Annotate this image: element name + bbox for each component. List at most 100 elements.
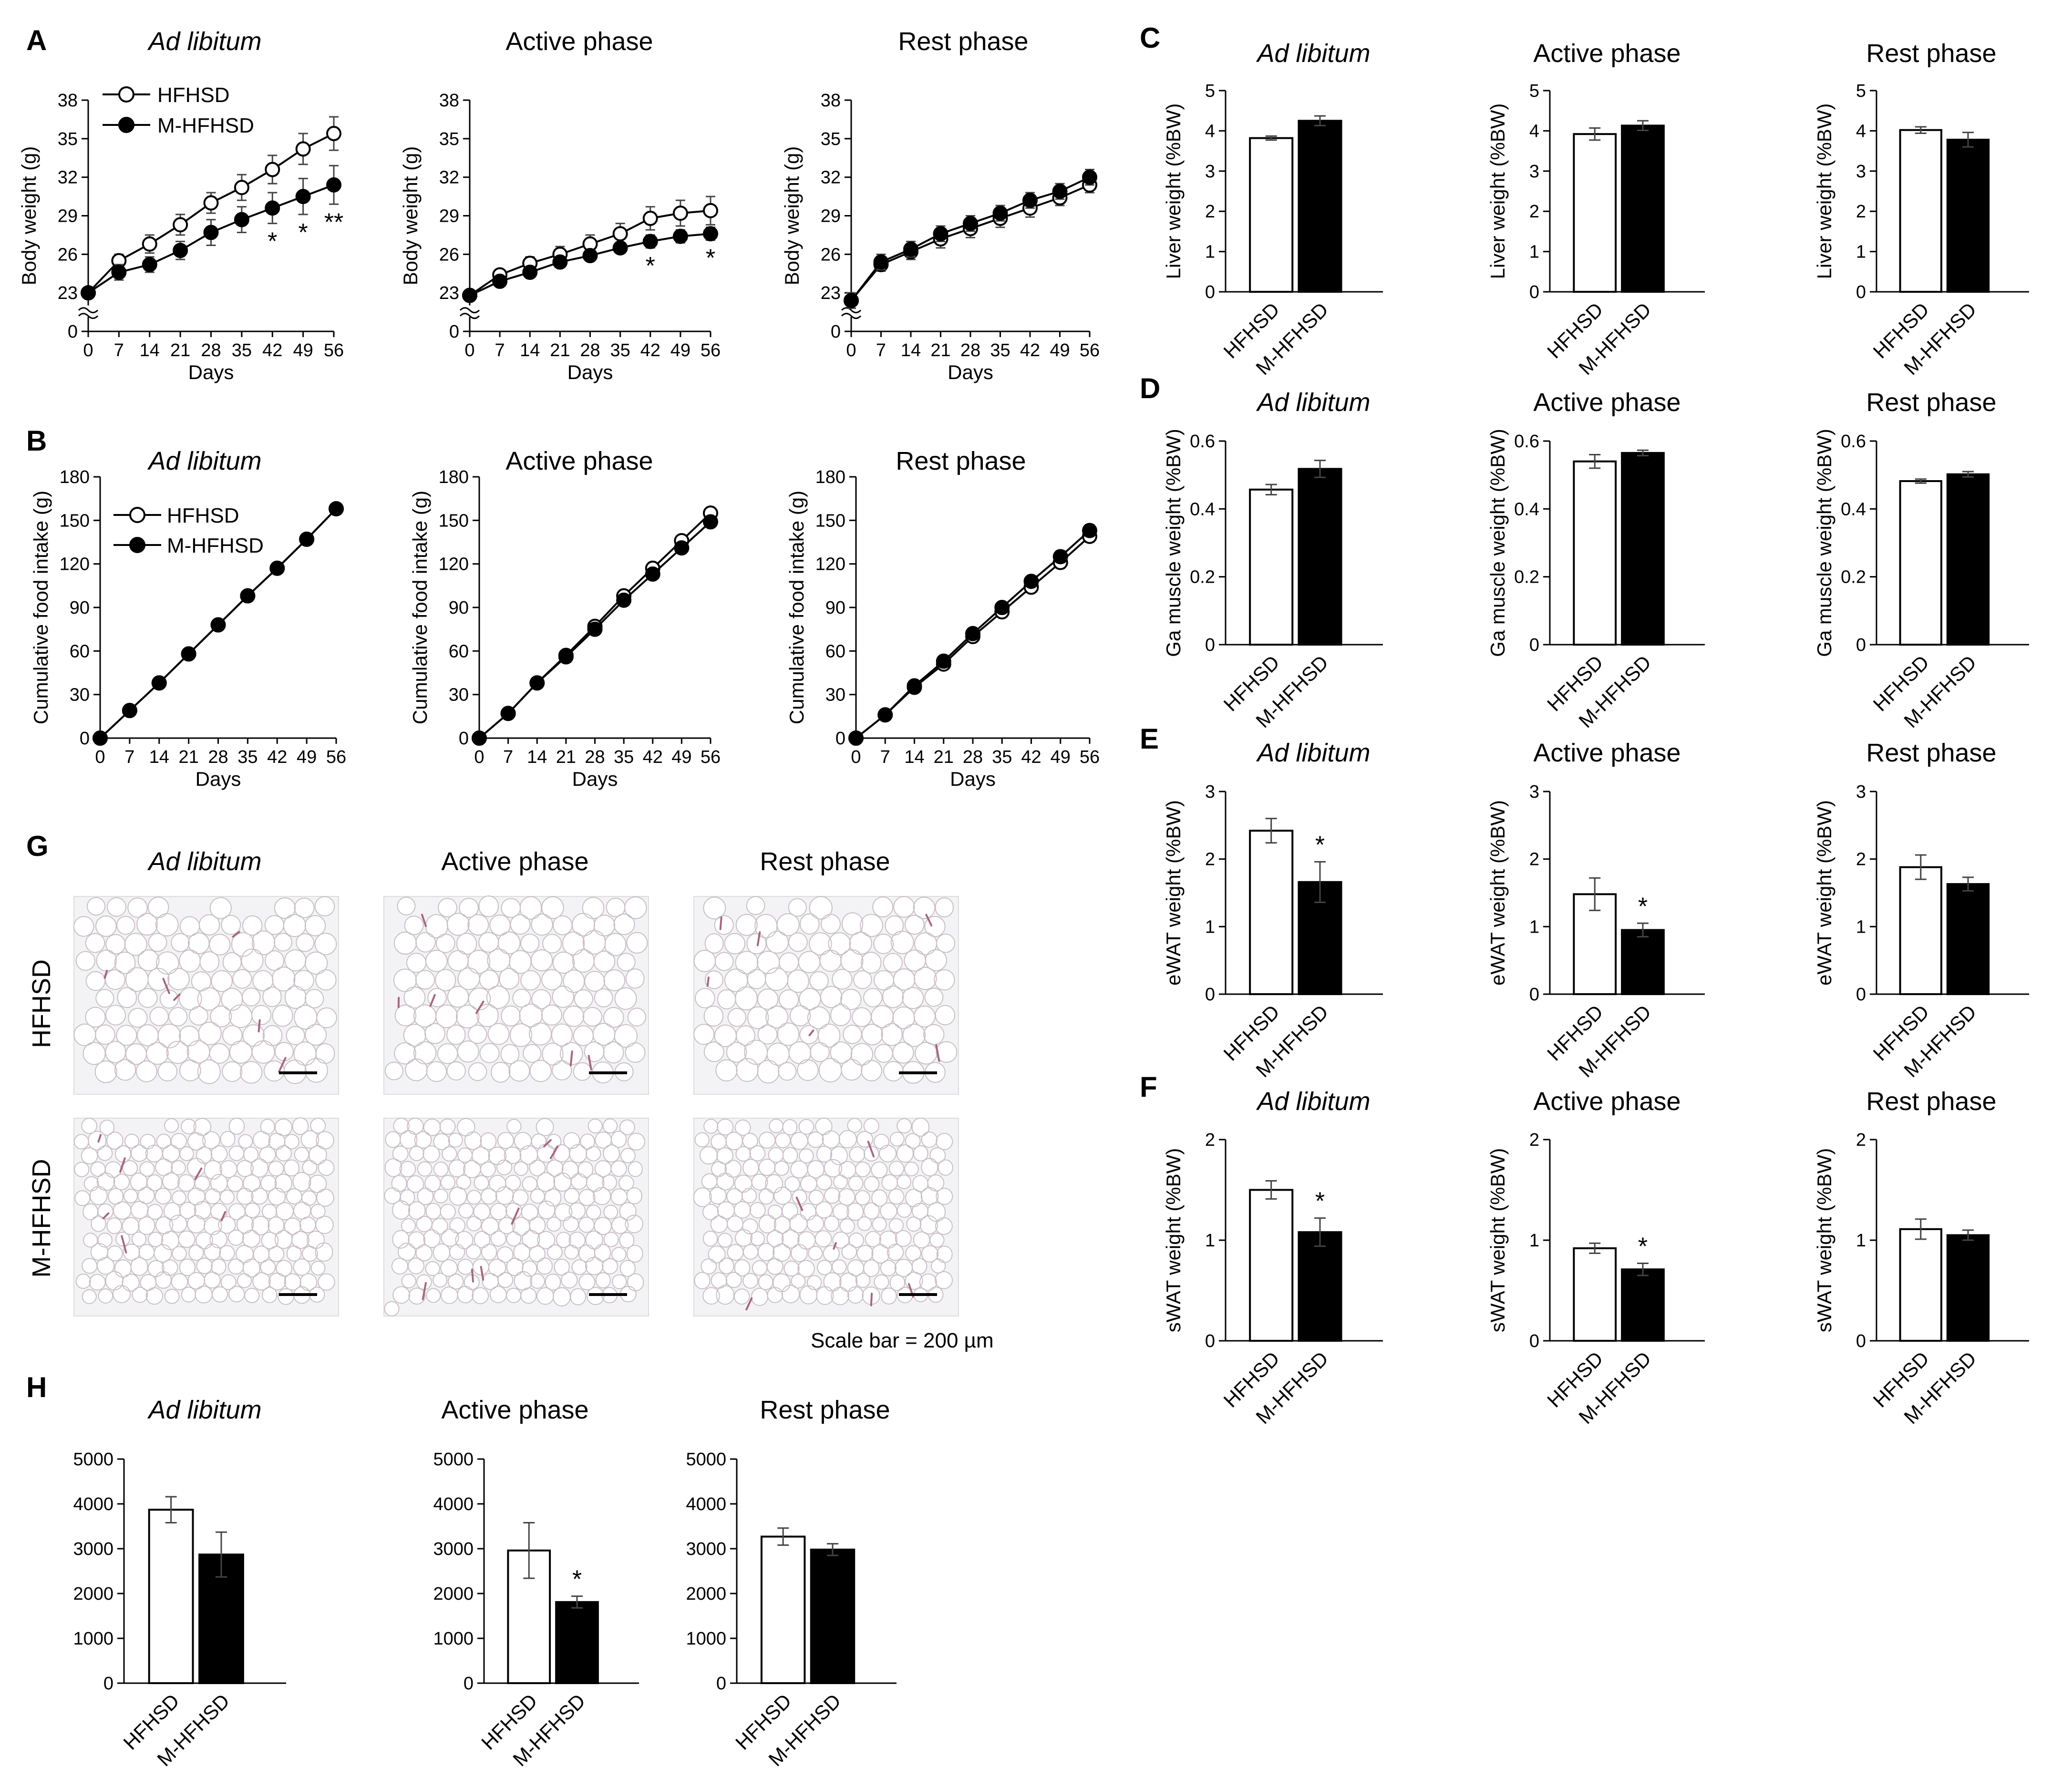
- y-tick-label: 0: [459, 729, 469, 749]
- data-point: [674, 206, 687, 220]
- bar-m-hfhsd: [1299, 469, 1341, 645]
- y-tick-label: 4000: [686, 1494, 726, 1514]
- x-tick-label: 7: [495, 340, 505, 360]
- panel-label-g: G: [26, 830, 49, 862]
- x-axis-label: Days: [950, 768, 996, 790]
- panel-label-d: D: [1140, 372, 1160, 404]
- bar-m-hfhsd: [1622, 930, 1664, 994]
- bar-m-hfhsd: [1948, 884, 1989, 994]
- x-tick-label: 14: [140, 340, 160, 360]
- legend-b-hfhsd: HFHSD: [167, 504, 239, 527]
- x-tick-label: 42: [262, 340, 282, 360]
- data-point: [143, 237, 156, 251]
- panel-label-a: A: [26, 24, 47, 56]
- x-tick-label: 35: [614, 747, 634, 767]
- y-tick-label: 60: [70, 641, 90, 661]
- data-point: [205, 226, 218, 239]
- data-point: [174, 218, 187, 231]
- x-tick-label: 49: [297, 747, 317, 767]
- data-point: [1083, 171, 1096, 184]
- y-tick-label: 0: [449, 322, 459, 342]
- y-tick-label: 2000: [433, 1584, 474, 1604]
- chart-title: Active phase: [1533, 39, 1680, 68]
- histology-image-hfhsd-1: [74, 896, 339, 1094]
- histology-image-mhfhsd-3: [694, 1118, 959, 1316]
- data-point: [153, 676, 166, 689]
- x-tick-label: 0: [474, 747, 484, 767]
- data-point: [1025, 575, 1038, 588]
- x-tick-label: 14: [901, 340, 921, 360]
- y-tick-label: 30: [825, 685, 845, 705]
- chart-title: Rest phase: [1866, 388, 1996, 417]
- y-tick-label: 4000: [433, 1494, 474, 1514]
- adipocyte-texture: [694, 896, 957, 1083]
- blood-vessel: [721, 917, 722, 929]
- y-tick-label: 23: [439, 283, 459, 303]
- y-tick-label: 2: [1529, 850, 1539, 870]
- data-point: [463, 289, 476, 302]
- x-tick-label: 35: [237, 747, 258, 767]
- blood-vessel: [259, 1020, 260, 1032]
- y-tick-label: 1: [1529, 242, 1539, 262]
- x-tick-label: 35: [990, 340, 1010, 360]
- x-tick-label: 21: [170, 340, 190, 360]
- x-tick-label: 35: [232, 340, 252, 360]
- x-tick-label: 42: [643, 747, 663, 767]
- histology-row-mhfhsd: M-HFHSD: [27, 1159, 56, 1278]
- y-tick-label: 1: [1529, 917, 1539, 937]
- data-point: [966, 627, 979, 640]
- data-point: [327, 127, 340, 140]
- y-tick-label: 0.2: [1514, 567, 1539, 587]
- y-tick-label: 3000: [73, 1539, 113, 1559]
- y-tick-label: 29: [58, 206, 78, 226]
- y-tick-label: 90: [449, 598, 469, 618]
- data-point: [266, 201, 279, 215]
- data-point: [502, 707, 515, 720]
- y-tick-label: 32: [58, 168, 78, 188]
- x-tick-label: 7: [503, 747, 513, 767]
- data-point: [112, 266, 125, 279]
- data-point: [174, 244, 187, 257]
- significance-mark: *: [268, 228, 277, 256]
- legend-filled-marker: [130, 538, 144, 552]
- y-tick-label: 0.4: [1190, 499, 1215, 519]
- y-axis-label: Liver weight (%BW): [1162, 103, 1185, 279]
- bar-m-hfhsd: [1299, 1232, 1341, 1341]
- y-axis-label: sWAT weight (%BW): [1813, 1148, 1835, 1333]
- series-m-hfhsd: [849, 524, 1096, 745]
- bar-hfhsd: [1900, 481, 1941, 645]
- y-tick-label: 4: [1856, 121, 1866, 141]
- data-point: [235, 213, 248, 226]
- y-tick-label: 30: [70, 685, 90, 705]
- x-tick-label: 42: [267, 747, 287, 767]
- y-tick-label: 3000: [433, 1539, 474, 1559]
- y-tick-label: 1: [1205, 242, 1215, 262]
- bar-hfhsd: [1900, 867, 1941, 994]
- chart-h2: Active phase010002000300040005000HFHSDM-…: [433, 1396, 639, 1770]
- data-point: [908, 679, 921, 692]
- y-tick-label: 1: [1205, 1231, 1215, 1251]
- x-tick-label: 35: [610, 340, 630, 360]
- y-tick-label: 0.2: [1190, 567, 1215, 587]
- x-tick-label: 28: [585, 747, 605, 767]
- bar-m-hfhsd: [811, 1550, 854, 1683]
- x-axis-label: Days: [196, 768, 241, 790]
- data-point: [704, 227, 717, 240]
- data-point: [297, 142, 310, 155]
- y-tick-label: 1: [1205, 917, 1215, 937]
- legend-open-marker: [119, 87, 134, 102]
- x-tick-label: 14: [904, 747, 924, 767]
- data-point: [82, 286, 95, 299]
- y-tick-label: 60: [825, 641, 845, 661]
- x-tick-label: 35: [992, 747, 1012, 767]
- data-point: [704, 204, 717, 217]
- y-axis-label: eWAT weight (%BW): [1813, 800, 1835, 986]
- y-tick-label: 2000: [73, 1584, 113, 1604]
- histology-image-mhfhsd-1: [74, 1118, 339, 1316]
- bar-hfhsd: [1574, 1248, 1616, 1341]
- y-tick-label: 150: [439, 511, 469, 531]
- chart-title: Rest phase: [1866, 739, 1996, 767]
- y-tick-label: 0: [835, 729, 845, 749]
